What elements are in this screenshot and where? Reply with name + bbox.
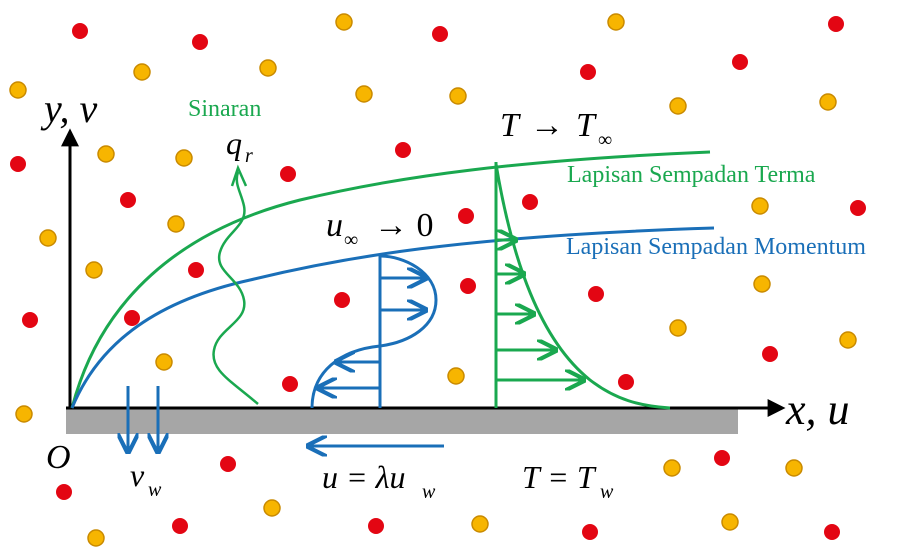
particle-red [580, 64, 596, 80]
x-axis-label: x, u [785, 385, 850, 434]
particle-red [582, 524, 598, 540]
temperature-profile-arrows [496, 240, 584, 380]
particle-red [714, 450, 730, 466]
wall-plate [66, 408, 738, 434]
free-stream-velocity-rest: → 0 [374, 207, 434, 244]
particle-orange [721, 513, 739, 531]
particle-red [56, 484, 72, 500]
thermal-layer-label: Lapisan Sempadan Terma [567, 162, 816, 188]
particle-orange [85, 261, 103, 279]
particle-orange [39, 229, 57, 247]
particle-red [368, 518, 384, 534]
particle-orange [259, 59, 277, 77]
wall-velocity-sub: w [422, 481, 436, 503]
particle-orange [175, 149, 193, 167]
particle-red [220, 456, 236, 472]
radiation-label: Sinaran [188, 96, 261, 122]
wall-velocity-eq: u = λu [322, 459, 405, 495]
particle-red [824, 524, 840, 540]
particle-orange [355, 85, 373, 103]
particle-red [732, 54, 748, 70]
free-stream-temp-T: T [500, 107, 521, 144]
particle-orange [839, 331, 857, 349]
particle-red [188, 262, 204, 278]
particle-orange [87, 529, 105, 547]
particle-orange [335, 13, 353, 31]
particle-orange [663, 459, 681, 477]
suction-velocity-v: v [130, 457, 145, 493]
momentum-layer-label: Lapisan Sempadan Momentum [566, 234, 866, 260]
particle-red [124, 310, 140, 326]
particle-orange [471, 515, 489, 533]
thermal-boundary-layer-curve [70, 150, 711, 409]
particle-red [850, 200, 866, 216]
particle-red [588, 286, 604, 302]
radiation-wave [212, 171, 259, 405]
particle-red [10, 156, 26, 172]
particle-red [22, 312, 38, 328]
velocity-profile-arrows [318, 278, 426, 388]
particle-orange [669, 319, 687, 337]
particle-orange [15, 405, 33, 423]
particle-red [618, 374, 634, 390]
particle-orange [819, 93, 837, 111]
particle-orange [167, 215, 185, 233]
free-stream-temp-arrow: → [530, 107, 564, 144]
particle-orange [449, 87, 467, 105]
y-axis-label: y, v [40, 86, 98, 131]
suction-velocity-sub: w [148, 479, 162, 501]
particle-orange [447, 367, 465, 385]
particle-orange [751, 197, 769, 215]
particle-orange [607, 13, 625, 31]
radiation-subscript: r [245, 145, 253, 167]
particle-red [762, 346, 778, 362]
particle-orange [155, 353, 173, 371]
particle-red [192, 34, 208, 50]
particle-orange [753, 275, 771, 293]
momentum-boundary-layer-curve [70, 226, 715, 409]
free-stream-velocity-sub: ∞ [344, 229, 358, 251]
particle-red [72, 23, 88, 39]
particle-orange [9, 81, 27, 99]
particle-orange [133, 63, 151, 81]
radiation-arrowhead [230, 164, 248, 187]
origin-label: O [46, 439, 71, 476]
particle-red [282, 376, 298, 392]
particle-red [522, 194, 538, 210]
particle-red [432, 26, 448, 42]
free-stream-velocity-u: u [326, 207, 343, 244]
particle-red [280, 166, 296, 182]
particle-orange [785, 459, 803, 477]
wall-temp-sub: w [600, 481, 614, 503]
particle-red [460, 278, 476, 294]
temperature-profile-curve [494, 163, 671, 410]
particle-red [334, 292, 350, 308]
particle-orange [263, 499, 281, 517]
particle-red [458, 208, 474, 224]
particle-red [120, 192, 136, 208]
particle-orange [669, 97, 687, 115]
particle-red [172, 518, 188, 534]
wall-temp-eq: T = T [522, 459, 597, 495]
particle-orange [97, 145, 115, 163]
free-stream-temp-Tinf: T [576, 107, 597, 144]
particle-red [395, 142, 411, 158]
free-stream-temp-sub: ∞ [598, 129, 612, 151]
particles [9, 13, 866, 547]
radiation-symbol: q [226, 125, 242, 161]
particle-red [828, 16, 844, 32]
